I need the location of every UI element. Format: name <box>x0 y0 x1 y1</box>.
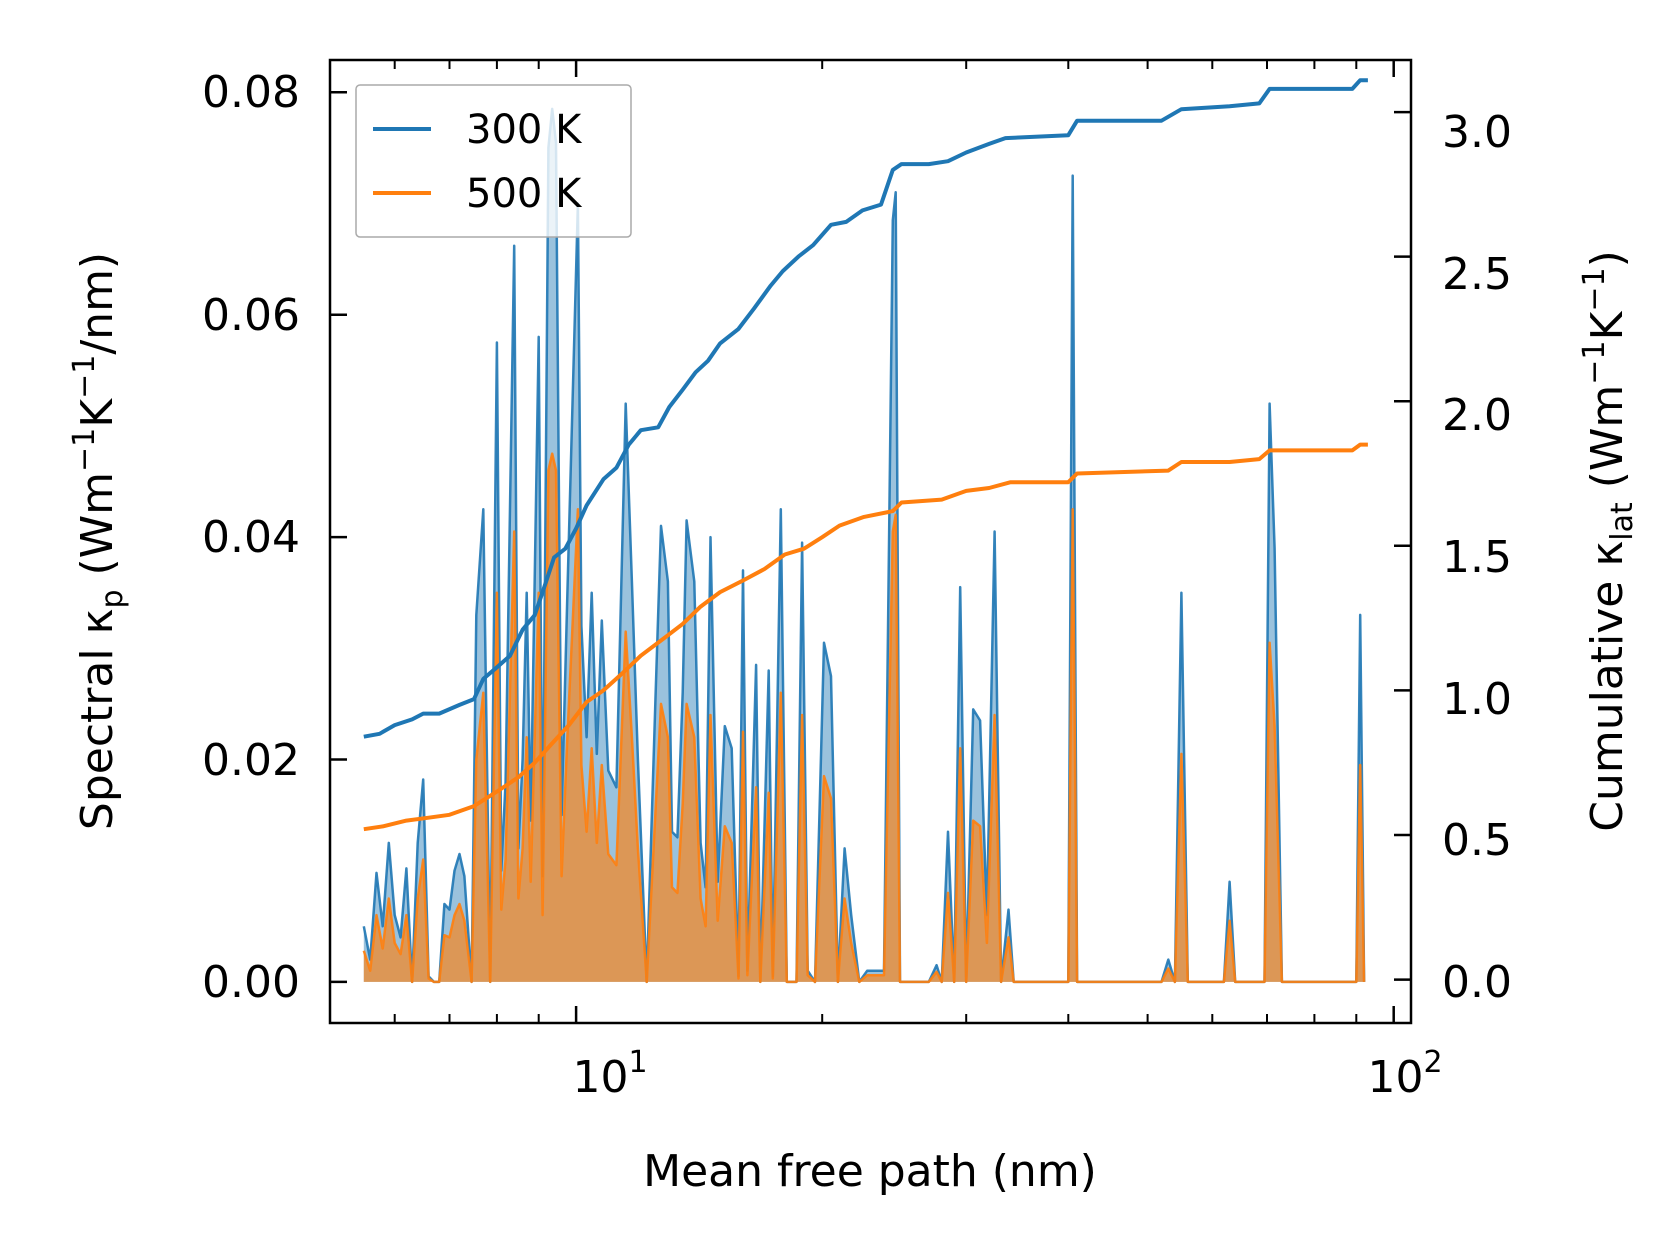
x-tick-label-100: 102 <box>1367 1045 1442 1103</box>
plot-area <box>362 78 1368 984</box>
spectral-fill-500k <box>363 453 1365 982</box>
y-right-label-sup1: −1 <box>1577 340 1612 384</box>
legend-label-300k: 300 K <box>466 107 583 153</box>
y-left-tick-label-2: 0.04 <box>202 512 300 563</box>
y-right-tick-label-0: 0.0 <box>1442 957 1512 1008</box>
axis-ticks <box>329 60 1411 1023</box>
y-left-label-main: Spectral κ <box>72 609 123 831</box>
y-left-label-sub: p <box>95 589 130 608</box>
y-right-label-mid: K <box>1582 310 1633 340</box>
y-right-label-main: Cumulative κ <box>1582 541 1633 832</box>
y-right-tick-label-3: 1.5 <box>1442 532 1512 583</box>
legend: 300 K 500 K <box>355 84 632 238</box>
y-left-tick-label-3: 0.06 <box>202 290 300 341</box>
y-left-axis-label: Spectral κp (Wm−1K−1/nm) <box>67 252 130 830</box>
legend-box <box>355 84 632 238</box>
y-right-tick-label-1: 0.5 <box>1442 815 1512 866</box>
y-right-label-sub: lat <box>1605 502 1640 541</box>
x-tick-exp-100: 2 <box>1423 1045 1442 1080</box>
x-tick-base-10: 10 <box>572 1052 628 1103</box>
spectral-fill-300k <box>363 108 1365 982</box>
cumulative-line-300k <box>363 78 1368 739</box>
legend-label-500k: 500 K <box>466 171 583 217</box>
y-right-label-sup2: −1 <box>1577 267 1612 311</box>
y-right-label-units-close: ) <box>1582 250 1633 267</box>
y-right-tick-label-4: 2.0 <box>1442 390 1512 441</box>
y-left-label-sup2: −1 <box>67 355 102 399</box>
y-left-label-units-open: (Wm <box>72 472 123 590</box>
y-right-tick-label-6: 3.0 <box>1442 107 1512 158</box>
y-left-label-sup1: −1 <box>67 428 102 472</box>
x-axis-label: Mean free path (nm) <box>643 1146 1097 1197</box>
axes-frame <box>328 58 1413 1025</box>
y-left-tick-label-4: 0.08 <box>202 67 300 118</box>
x-tick-label-10: 101 <box>572 1045 647 1103</box>
cumulative-line-500k <box>363 442 1368 832</box>
y-right-label-units-open: (Wm <box>1582 385 1633 503</box>
y-right-tick-label-2: 1.0 <box>1442 674 1512 725</box>
y-right-tick-label-5: 2.5 <box>1442 249 1512 300</box>
y-left-label-units-close: /nm) <box>72 252 123 355</box>
y-left-tick-label-0: 0.00 <box>202 957 300 1008</box>
spectral-line-500k <box>362 452 1366 984</box>
x-tick-exp-10: 1 <box>628 1045 647 1080</box>
x-tick-base-100: 10 <box>1367 1052 1423 1103</box>
y-left-label-mid: K <box>72 398 123 428</box>
y-left-tick-label-1: 0.02 <box>202 735 300 786</box>
y-right-axis-label: Cumulative κlat (Wm−1K−1) <box>1577 250 1640 832</box>
